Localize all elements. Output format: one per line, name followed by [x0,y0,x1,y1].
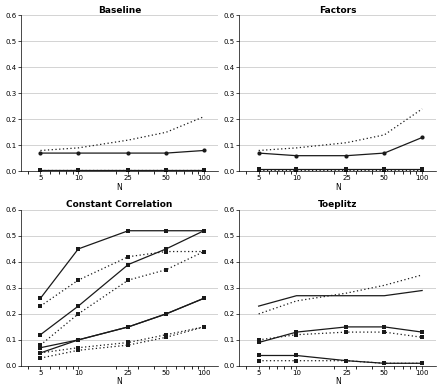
Title: Constant Correlation: Constant Correlation [66,200,173,209]
X-axis label: N: N [117,183,122,192]
X-axis label: N: N [335,377,341,387]
X-axis label: N: N [335,183,341,192]
X-axis label: N: N [117,377,122,387]
Title: Baseline: Baseline [98,5,141,15]
Title: Toeplitz: Toeplitz [318,200,358,209]
Title: Factors: Factors [319,5,357,15]
